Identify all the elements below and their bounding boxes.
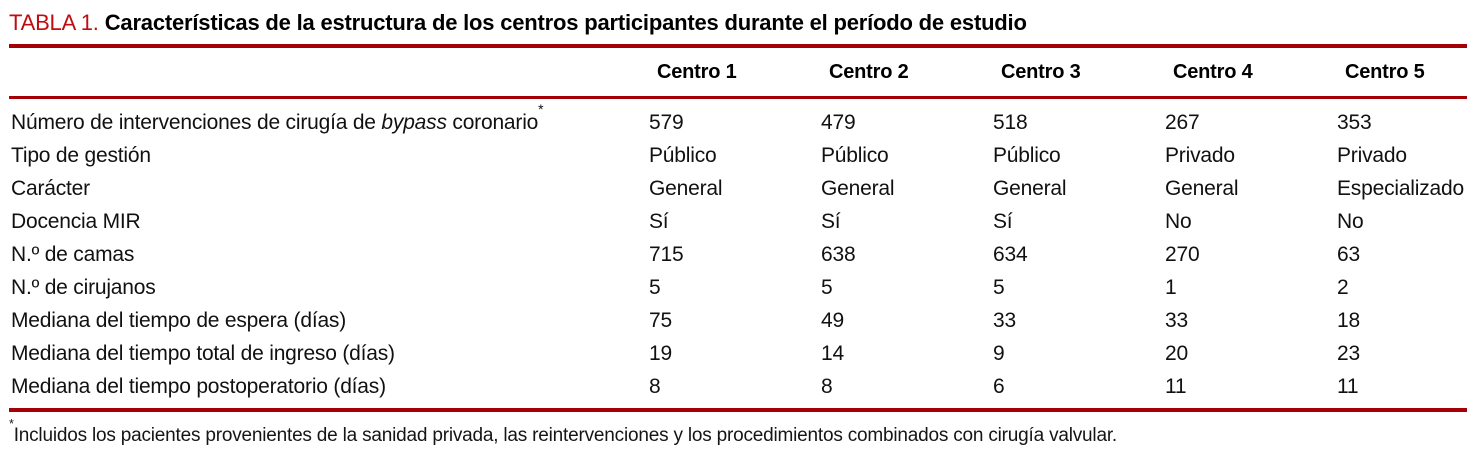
cell-value: Especializado (1337, 176, 1464, 200)
table-body: Número de intervenciones de cirugía de b… (9, 99, 1467, 408)
row-label: Mediana del tiempo total de ingreso (día… (11, 341, 395, 365)
cell-value: Sí (649, 209, 669, 233)
column-header-centro-2: Centro 2 (829, 60, 909, 83)
top-rule (9, 44, 1467, 48)
cell-value: 8 (821, 374, 833, 398)
cell-value: Sí (993, 209, 1013, 233)
table-row: Mediana del tiempo postoperatorio (días)… (9, 370, 1467, 408)
cell-value: Público (821, 143, 889, 167)
cell-value: 19 (649, 341, 672, 365)
cell-value: 270 (1165, 242, 1200, 266)
cell-value: Sí (821, 209, 841, 233)
table-row: Mediana del tiempo total de ingreso (día… (9, 337, 1467, 370)
table-number-label: TABLA 1. (9, 10, 99, 35)
table-row: Número de intervenciones de cirugía de b… (9, 99, 1467, 139)
cell-value: 11 (1165, 374, 1187, 398)
table-row: N.º de camas 715 638 634 270 63 (9, 238, 1467, 271)
characteristics-table: Centro 1 Centro 2 Centro 3 Centro 4 Centro 5 (9, 48, 1467, 96)
cell-value: 23 (1337, 341, 1360, 365)
table-title-text: Características de la estructura de los … (104, 10, 1027, 35)
cell-value: 5 (821, 275, 833, 299)
cell-value: 33 (993, 308, 1016, 332)
cell-value: 8 (649, 374, 661, 398)
cell-value: 267 (1165, 110, 1200, 134)
cell-value: General (649, 176, 723, 200)
table-title: TABLA 1. Características de la estructura… (9, 8, 1467, 38)
cell-value: 14 (821, 341, 844, 365)
row-label: Mediana del tiempo de espera (días) (11, 308, 347, 332)
bottom-rule (9, 408, 1467, 412)
cell-value: 579 (649, 110, 684, 134)
cell-value: 638 (821, 242, 856, 266)
cell-value: No (1165, 209, 1192, 233)
column-header-centro-5: Centro 5 (1345, 60, 1425, 83)
footnote: *Incluidos los pacientes provenientes de… (9, 418, 1467, 448)
cell-value: 33 (1165, 308, 1188, 332)
cell-value: Privado (1165, 143, 1235, 167)
cell-value: 11 (1337, 374, 1359, 398)
column-header-centro-4: Centro 4 (1173, 60, 1253, 83)
characteristics-table-body: Número de intervenciones de cirugía de b… (9, 99, 1467, 408)
column-header-centro-1: Centro 1 (657, 60, 737, 83)
cell-value: Público (993, 143, 1061, 167)
cell-value: 479 (821, 110, 856, 134)
cell-value: 518 (993, 110, 1028, 134)
cell-value: 634 (993, 242, 1028, 266)
table-header-row: Centro 1 Centro 2 Centro 3 Centro 4 Centro 5 (9, 48, 1467, 96)
cell-value: Privado (1337, 143, 1407, 167)
cell-value: General (1165, 176, 1239, 200)
cell-value: 18 (1337, 308, 1360, 332)
table-row: Mediana del tiempo de espera (días) 75 49 3… (9, 304, 1467, 337)
cell-value: 715 (649, 242, 684, 266)
header-rule (9, 96, 1467, 99)
cell-value: 1 (1165, 275, 1177, 299)
cell-value: Público (649, 143, 717, 167)
table-row: Carácter General General General General Espe… (9, 172, 1467, 205)
cell-value: 5 (993, 275, 1005, 299)
table-row: Docencia MIR Sí Sí Sí No No (9, 205, 1467, 238)
cell-value: No (1337, 209, 1364, 233)
row-label-header (9, 48, 649, 96)
footnote-marker: * (9, 417, 14, 432)
table-row: N.º de cirujanos 5 5 5 1 2 (9, 271, 1467, 304)
row-label: Tipo de gestión (11, 143, 151, 167)
row-label: N.º de camas (11, 242, 135, 266)
cell-value: 20 (1165, 341, 1188, 365)
cell-value: 6 (993, 374, 1005, 398)
row-label: Carácter (11, 176, 90, 200)
cell-value: 353 (1337, 110, 1372, 134)
cell-value: 5 (649, 275, 661, 299)
row-label: Mediana del tiempo postoperatorio (días) (11, 374, 386, 398)
cell-value: 63 (1337, 242, 1360, 266)
column-header-centro-3: Centro 3 (1001, 60, 1081, 83)
row-label: Docencia MIR (11, 209, 141, 233)
row-label: N.º de cirujanos (11, 275, 156, 299)
cell-value: General (993, 176, 1067, 200)
cell-value: 2 (1337, 275, 1349, 299)
cell-value: 75 (649, 308, 672, 332)
row-label: Número de intervenciones de cirugía de b… (11, 101, 544, 134)
cell-value: 49 (821, 308, 844, 332)
cell-value: General (821, 176, 895, 200)
table-row: Tipo de gestión Público Público Público Priv… (9, 139, 1467, 172)
footnote-text: Incluidos los pacientes provenientes de … (13, 425, 1117, 446)
cell-value: 9 (993, 341, 1005, 365)
